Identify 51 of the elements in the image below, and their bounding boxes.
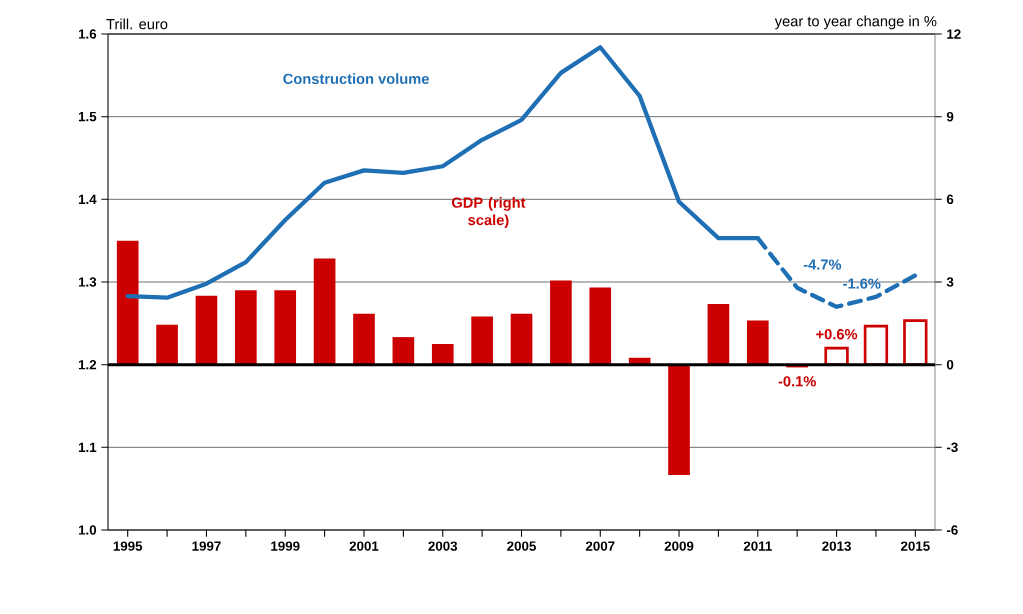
x-tick-label: 2009	[664, 541, 694, 551]
x-tick-label: 1999	[271, 541, 300, 551]
bar	[274, 290, 297, 365]
x-tick-label: 2003	[428, 541, 458, 551]
y-tick-label: 1.6	[78, 29, 97, 39]
y-tick-label: 1.0	[78, 525, 97, 535]
y-tick-label: 1.5	[78, 112, 97, 122]
bar	[353, 313, 375, 365]
bar	[668, 364, 690, 475]
bar	[471, 316, 493, 365]
annotation: -4.7%	[803, 259, 842, 270]
bar	[195, 295, 218, 365]
bar	[746, 320, 769, 365]
annotation: -1.6%	[843, 278, 881, 289]
bar	[589, 287, 612, 365]
data-label: -0.1%	[778, 376, 816, 387]
x-tick-label: 1997	[192, 541, 221, 551]
x-tick-label: 2001	[349, 541, 379, 551]
bar	[235, 290, 257, 365]
bar	[431, 344, 454, 365]
x-tick-label: 2005	[507, 541, 536, 551]
text: Construction volume	[283, 73, 429, 85]
y-tick-label: 1.2	[78, 360, 97, 370]
y2-tick-label: 6	[946, 194, 954, 205]
bar	[392, 337, 415, 365]
y2-tick-label: 0	[946, 359, 954, 370]
y2-tick-label: -3	[946, 442, 958, 453]
bar	[863, 324, 889, 366]
y-tick-label: 1.4	[78, 194, 97, 204]
x-tick-label: 2015	[900, 541, 930, 551]
bar	[550, 280, 572, 365]
data-label: +0.6%	[816, 329, 858, 340]
y2-tick-label: -6	[946, 525, 958, 535]
bar	[510, 313, 533, 365]
y2-tick-label: 3	[946, 277, 954, 287]
bar	[707, 304, 730, 365]
y2-tick-label: 12	[947, 29, 961, 39]
text: GDP (right scale)	[451, 197, 526, 229]
bar	[156, 324, 178, 365]
y-tick-label: 1.1	[78, 442, 97, 452]
y2-axis-title: year to year change in %	[774, 15, 937, 30]
y-axis-title: Trill. euro	[106, 18, 168, 30]
bar	[313, 258, 336, 365]
x-tick-label: 2011	[743, 541, 772, 551]
x-tick-label: 2007	[585, 541, 615, 551]
bar	[903, 319, 928, 366]
y2-tick-label: 9	[946, 111, 954, 122]
x-tick-label: 2013	[822, 541, 851, 551]
y-tick-label: 1.3	[78, 277, 97, 287]
x-tick-label: 1995	[113, 541, 143, 551]
bar	[116, 240, 139, 365]
